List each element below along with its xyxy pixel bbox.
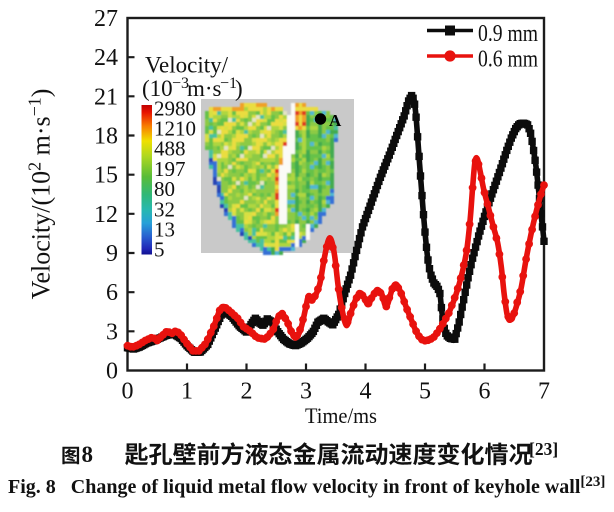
svg-text:18: 18 bbox=[94, 124, 118, 150]
svg-text:24: 24 bbox=[94, 45, 118, 71]
svg-text:Time/ms: Time/ms bbox=[305, 403, 377, 428]
svg-text:Fig. 8 Change of liquid meta: Fig. 8 Change of liquid metal flow veloc… bbox=[8, 474, 605, 498]
svg-text:32: 32 bbox=[154, 197, 175, 221]
svg-text:9: 9 bbox=[106, 241, 118, 267]
svg-text:Velocity/: Velocity/ bbox=[145, 53, 229, 78]
svg-text:m·s: m·s bbox=[187, 76, 222, 101]
svg-text:488: 488 bbox=[154, 137, 186, 161]
svg-text:): ) bbox=[235, 76, 243, 101]
svg-text:6: 6 bbox=[479, 379, 491, 405]
svg-text:−1: −1 bbox=[220, 75, 237, 92]
svg-text:5: 5 bbox=[154, 238, 165, 262]
svg-text:A: A bbox=[329, 111, 342, 130]
svg-text:[23]: [23] bbox=[529, 439, 558, 459]
svg-text:80: 80 bbox=[154, 177, 175, 201]
svg-text:7: 7 bbox=[538, 379, 550, 405]
svg-text:(10: (10 bbox=[142, 76, 173, 101]
svg-text:1: 1 bbox=[181, 379, 193, 405]
svg-text:13: 13 bbox=[154, 218, 175, 242]
svg-text:21: 21 bbox=[94, 84, 118, 110]
svg-text:0: 0 bbox=[122, 379, 134, 405]
svg-text:3: 3 bbox=[300, 379, 312, 405]
svg-text:197: 197 bbox=[154, 157, 186, 181]
svg-text:8: 8 bbox=[82, 442, 94, 467]
svg-text:27: 27 bbox=[94, 6, 118, 32]
svg-text:15: 15 bbox=[94, 163, 118, 189]
svg-text:6: 6 bbox=[106, 280, 118, 306]
svg-text:0.6 mm: 0.6 mm bbox=[478, 47, 538, 73]
svg-text:3: 3 bbox=[106, 319, 118, 345]
svg-text:0.9 mm: 0.9 mm bbox=[478, 21, 538, 47]
svg-text:2980: 2980 bbox=[154, 96, 196, 120]
svg-text:0: 0 bbox=[106, 359, 118, 385]
svg-text:1210: 1210 bbox=[154, 117, 196, 141]
svg-text:12: 12 bbox=[94, 202, 118, 228]
svg-text:2: 2 bbox=[241, 379, 253, 405]
svg-text:4: 4 bbox=[360, 379, 372, 405]
svg-text:Velocity/(102 m·s−1): Velocity/(102 m·s−1) bbox=[25, 89, 56, 300]
svg-text:−3: −3 bbox=[172, 75, 189, 92]
svg-text:5: 5 bbox=[419, 379, 431, 405]
